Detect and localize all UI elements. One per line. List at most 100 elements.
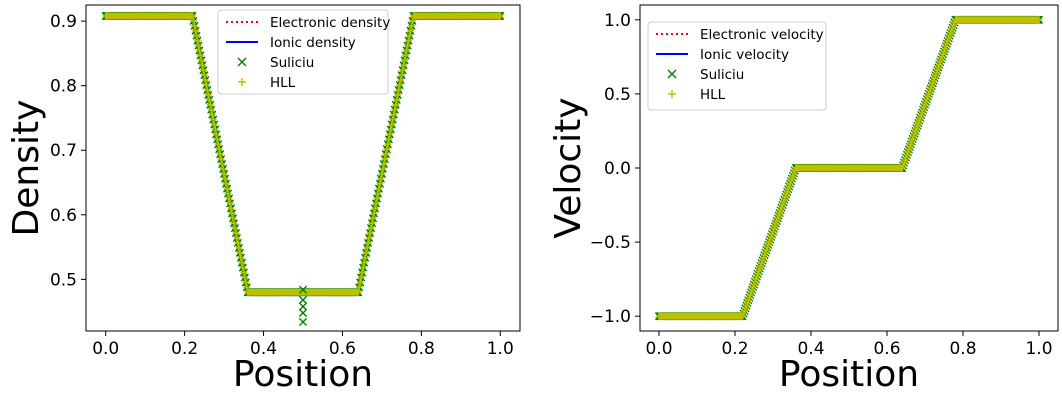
series-hll-marker [385, 135, 393, 143]
x-tick-label: 0.2 [171, 339, 198, 359]
series-hll-marker [364, 239, 372, 247]
x-tick-label: 0.0 [92, 339, 119, 359]
legend-label: HLL [700, 87, 726, 103]
series-hll-marker [372, 200, 380, 207]
y-tick-label: 0.7 [50, 141, 77, 161]
y-axis-label: Velocity [548, 97, 589, 238]
series-hll-marker [225, 195, 233, 202]
series-hll-marker [373, 195, 381, 202]
series-hll-marker [199, 66, 207, 74]
legend-swatch [668, 90, 676, 98]
series-hll-marker [220, 170, 228, 178]
series-hll-marker [406, 32, 413, 40]
series-hll-marker [378, 170, 386, 178]
legend-swatch [237, 57, 247, 67]
series-hll-marker [238, 259, 246, 267]
series-hll-marker [382, 150, 390, 158]
series-hll-marker [1035, 16, 1043, 24]
series-hll-marker [354, 288, 362, 296]
series-hll-marker [213, 135, 221, 143]
series-hll-marker [357, 274, 365, 281]
series-hll-marker [371, 204, 379, 212]
series-hll-marker [239, 264, 247, 271]
series-hll-marker [217, 155, 225, 163]
series-hll-marker [240, 269, 248, 276]
series-hll-marker [367, 224, 375, 232]
series-hll-marker [391, 106, 399, 114]
series-hll-marker [221, 175, 229, 183]
series-hll-marker [393, 96, 401, 104]
series-hll-marker [402, 52, 409, 59]
series-hll-marker [228, 209, 236, 217]
legend: Electronic velocity Ionic velocity Suliciu… [647, 21, 827, 111]
series-hll-marker [407, 27, 414, 35]
series-hll-marker [376, 180, 384, 188]
series-hll-marker [198, 61, 206, 69]
series-hll-marker [381, 155, 389, 163]
series-hll-marker [198, 56, 205, 64]
series-hll-marker [365, 234, 373, 242]
series-hll-marker [496, 12, 504, 20]
x-axis-label: Position [233, 354, 373, 395]
series-hll-marker [214, 140, 222, 148]
legend-label: Suliciu [270, 55, 314, 71]
series-hll-marker [243, 283, 251, 291]
series-hll-marker [358, 269, 366, 276]
series-hll-marker [229, 214, 237, 222]
series-hll-marker [209, 116, 217, 123]
series-hll-marker [370, 209, 378, 217]
series-hll-marker [387, 126, 395, 133]
series-hll-marker [361, 254, 369, 262]
series-hll-marker [201, 76, 209, 84]
density-chart: 0.0 0.2 0.4 0.6 0.8 1.0 0.5 0.6 0.7 0.8 0.9 Positio… [6, 4, 521, 395]
series-hll-marker [193, 32, 200, 40]
series-hll-marker [390, 111, 398, 119]
series-hll-marker [230, 219, 238, 227]
x-tick-label: 0.4 [797, 339, 824, 359]
series-hll [655, 16, 1043, 320]
series-hll-marker [233, 234, 241, 242]
plot-area [101, 11, 505, 327]
series-hll-marker [204, 91, 212, 99]
series-hll-marker [409, 17, 416, 25]
series-hll-marker [392, 101, 400, 109]
series-hll-marker [222, 180, 230, 188]
series-hll-marker [200, 71, 208, 79]
y-tick-label: 0.5 [50, 270, 77, 290]
series-hll-marker [375, 185, 383, 193]
x-tick-label: 0.6 [873, 339, 900, 359]
series-hll-marker [374, 190, 382, 197]
legend-label: Electronic density [270, 15, 390, 31]
velocity-chart: 0.0 0.2 0.4 0.6 0.8 1.0 −1.0 −0.5 0.0 0.5 1.0 Posit… [548, 4, 1059, 395]
series-hll-marker [237, 254, 245, 262]
series-hll-marker [397, 76, 405, 84]
suliciu-spike-marker [298, 308, 308, 318]
legend-swatch [238, 78, 246, 86]
y-tick-label: 0.0 [604, 159, 631, 179]
legend: Electronic density Ionic density Suliciu HL… [217, 9, 390, 95]
series-hll-marker [218, 160, 226, 168]
series-hll-marker [394, 91, 402, 99]
x-tick-label: 0.8 [408, 339, 435, 359]
series-hll-marker [360, 259, 368, 267]
series-hll-marker [231, 224, 239, 232]
plot-area [654, 15, 1044, 321]
series-hll-marker [377, 175, 385, 183]
series-hll-marker [380, 160, 388, 168]
y-tick-label: 0.6 [50, 206, 77, 226]
series-hll-marker [384, 140, 392, 148]
series-hll-marker [205, 96, 213, 104]
series-hll-marker [194, 37, 201, 45]
series-hll-marker [202, 81, 210, 89]
series-hll [102, 12, 504, 296]
series-hll-marker [359, 264, 367, 271]
x-tick-label: 0.8 [949, 339, 976, 359]
x-tick-label: 1.0 [1025, 339, 1052, 359]
series-hll-marker [226, 200, 234, 207]
series-hll-marker [208, 111, 216, 119]
series-hll-marker [223, 185, 231, 193]
series-hll-marker [207, 106, 215, 114]
series-hll-marker [189, 12, 196, 20]
y-tick-label: −1.0 [590, 307, 631, 327]
